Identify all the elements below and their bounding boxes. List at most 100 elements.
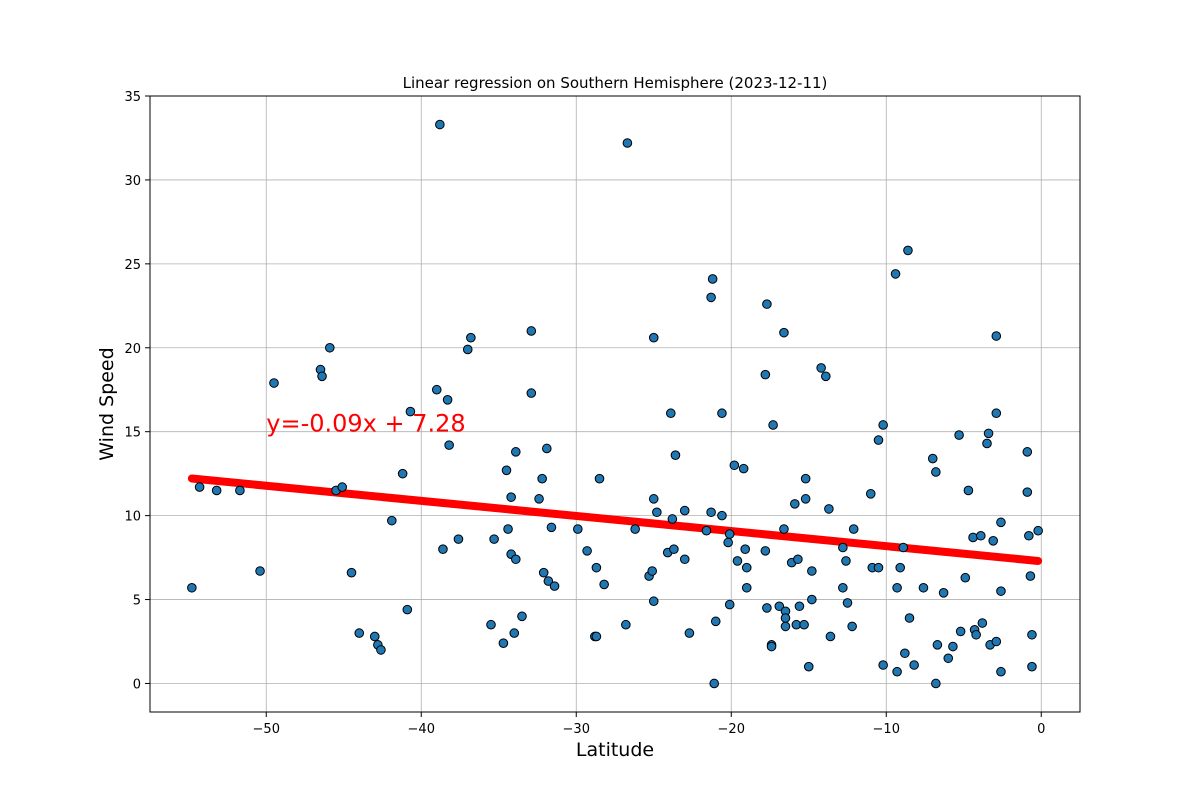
data-point	[740, 544, 751, 554]
x-tick-label: −10	[873, 722, 900, 737]
data-point	[724, 599, 735, 610]
data-point	[235, 485, 245, 496]
data-point	[799, 619, 809, 630]
chart-title: Linear regression on Southern Hemisphere…	[403, 74, 828, 92]
data-point	[991, 331, 1002, 341]
data-point	[971, 629, 981, 640]
data-point	[684, 628, 695, 638]
data-point	[904, 613, 915, 623]
data-point	[707, 274, 718, 284]
data-point	[444, 440, 454, 450]
data-point	[706, 507, 716, 518]
data-point	[724, 529, 735, 539]
data-point	[790, 499, 800, 509]
y-tick-label: 15	[124, 426, 141, 441]
data-point	[648, 332, 659, 343]
data-point	[534, 494, 544, 504]
data-point	[900, 648, 910, 659]
data-point	[669, 544, 679, 554]
data-point	[955, 626, 966, 637]
data-point	[211, 485, 222, 496]
data-point	[466, 332, 476, 343]
data-point	[779, 327, 789, 338]
data-point	[549, 581, 560, 591]
data-point	[506, 492, 516, 502]
data-point	[667, 514, 678, 524]
data-point	[848, 524, 859, 534]
data-point	[938, 588, 949, 598]
data-point	[838, 542, 848, 553]
data-point	[982, 438, 992, 449]
data-point	[762, 603, 772, 613]
data-point	[526, 388, 537, 398]
data-point	[954, 430, 964, 440]
data-point	[963, 485, 974, 496]
data-point	[996, 666, 1006, 677]
data-point	[977, 618, 988, 628]
data-point	[503, 524, 513, 534]
data-point	[898, 542, 909, 553]
data-point	[976, 530, 986, 541]
data-point	[895, 562, 906, 573]
data-point	[1033, 525, 1043, 536]
data-point	[741, 582, 752, 593]
y-axis-label: Wind Speed	[96, 347, 118, 460]
data-point	[453, 534, 464, 544]
data-point	[738, 463, 749, 474]
data-point	[269, 378, 279, 388]
data-point	[890, 269, 901, 279]
data-point	[878, 660, 888, 670]
data-point	[918, 582, 929, 593]
data-point	[573, 524, 583, 534]
data-point	[873, 562, 884, 573]
data-point	[594, 473, 605, 484]
data-point	[337, 482, 348, 492]
data-point	[717, 510, 727, 521]
data-point	[538, 567, 549, 578]
data-point	[591, 562, 602, 573]
axes-frame	[149, 95, 1081, 713]
data-point	[780, 613, 791, 623]
data-point	[865, 488, 876, 499]
y-tick-label: 20	[124, 342, 141, 357]
data-point	[670, 450, 681, 460]
data-point	[968, 532, 978, 543]
data-point	[648, 494, 659, 504]
data-point	[543, 576, 554, 586]
y-tick-label: 5	[133, 594, 141, 609]
data-point	[325, 342, 335, 353]
data-point	[1025, 571, 1036, 581]
data-point	[943, 653, 954, 664]
data-point	[821, 371, 831, 382]
data-point	[729, 460, 740, 471]
data-point	[794, 601, 805, 612]
data-point	[701, 525, 712, 536]
data-point	[991, 408, 1002, 419]
data-point	[807, 594, 817, 605]
y-tick-label: 35	[124, 90, 141, 105]
data-point	[517, 611, 527, 622]
data-point	[376, 645, 386, 655]
data-point	[537, 473, 547, 484]
data-point	[546, 522, 557, 533]
data-point	[892, 582, 902, 593]
data-point	[780, 621, 791, 632]
data-point	[666, 408, 676, 419]
data-point	[346, 567, 357, 578]
data-point	[909, 660, 919, 670]
data-point	[932, 640, 943, 650]
data-point	[486, 619, 496, 630]
data-point	[800, 494, 811, 504]
data-point	[793, 554, 803, 565]
data-point	[873, 435, 884, 445]
data-point	[402, 604, 413, 615]
data-point	[438, 544, 448, 554]
data-point	[431, 384, 442, 395]
data-point	[599, 579, 609, 590]
data-point	[988, 535, 999, 546]
data-point	[717, 408, 727, 419]
data-point	[706, 292, 716, 303]
data-point	[501, 465, 512, 476]
data-point	[679, 554, 690, 565]
